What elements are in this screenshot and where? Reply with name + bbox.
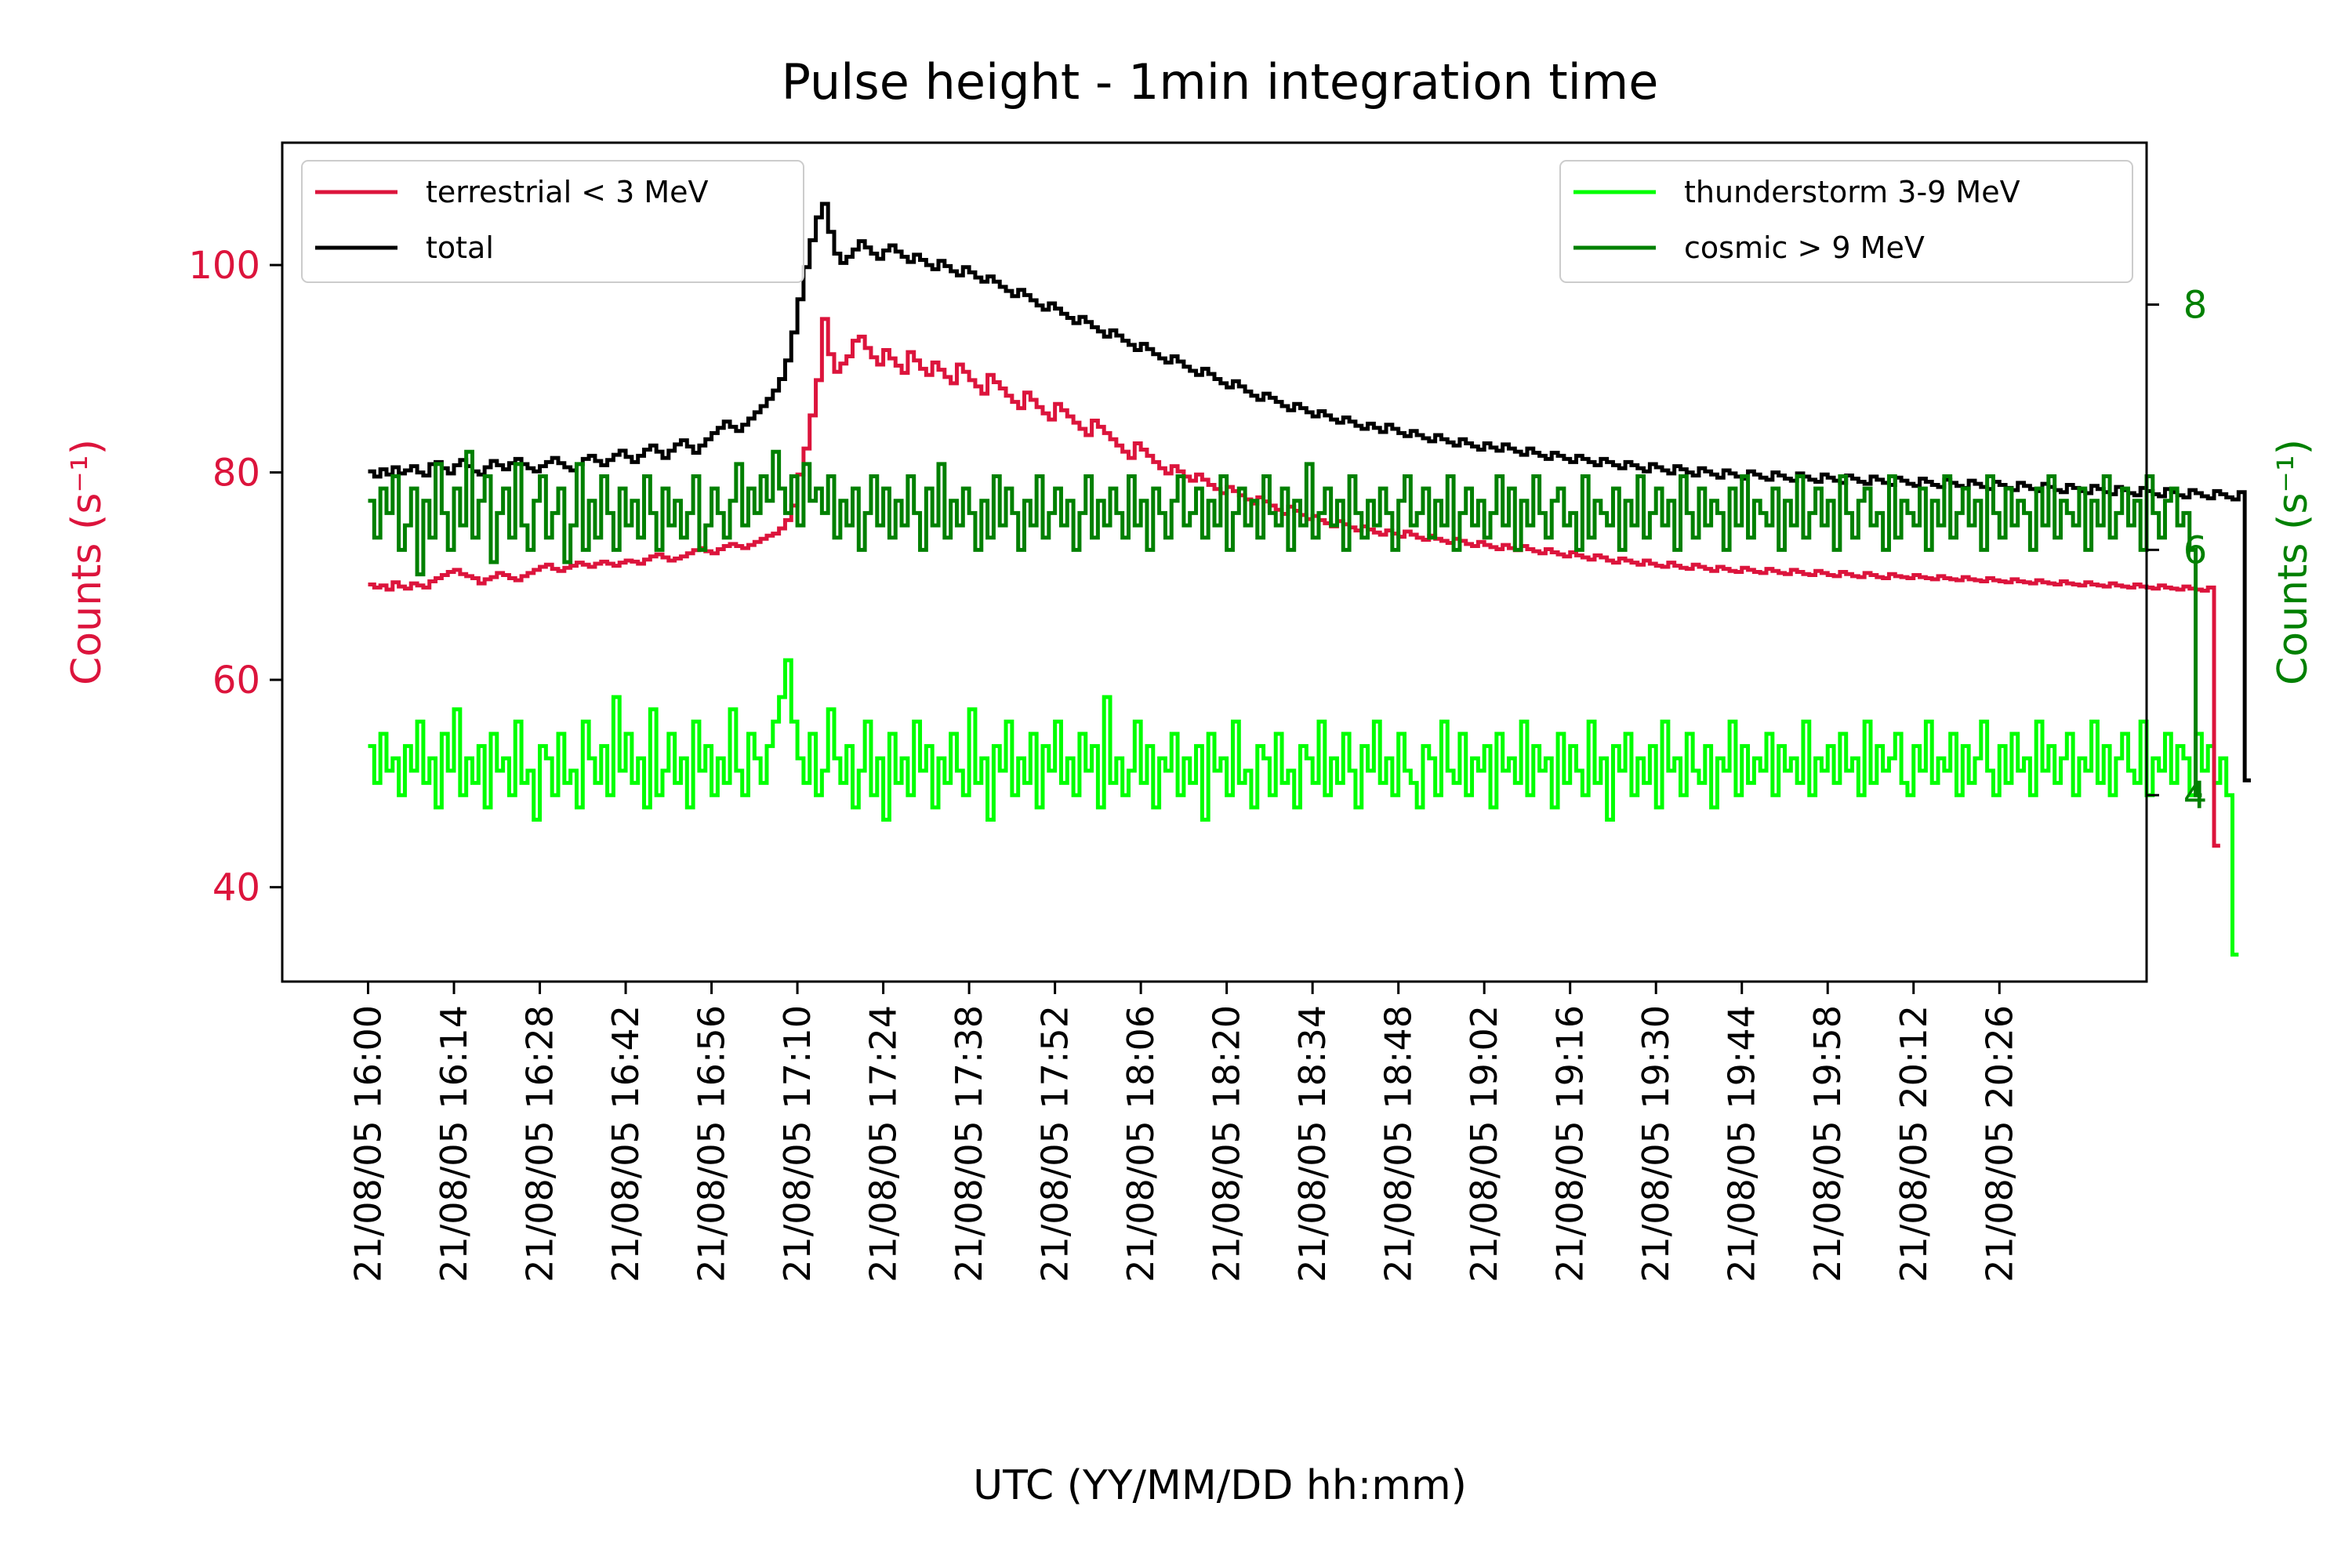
y-left-tick-label: 40: [212, 866, 260, 910]
x-tick-label: 21/08/05 20:26: [1978, 1005, 2020, 1283]
x-tick-label: 21/08/05 18:48: [1377, 1005, 1420, 1283]
y-right-tick-label: 6: [2183, 528, 2208, 572]
x-tick-label: 21/08/05 19:30: [1635, 1005, 1677, 1283]
x-axis-label: UTC (YY/MM/DD hh:mm): [973, 1462, 1467, 1509]
legend-left: terrestrial < 3 MeV total: [301, 160, 804, 283]
legend-right: thunderstorm 3-9 MeV cosmic > 9 MeV: [1559, 160, 2133, 283]
x-tick-label: 21/08/05 16:00: [347, 1005, 390, 1283]
series-line-cosmic: [368, 449, 2202, 797]
legend-left-box: [301, 160, 804, 283]
x-tick-label: 21/08/05 17:10: [776, 1005, 818, 1283]
legend-label-total: total: [426, 230, 494, 265]
x-tick-label: 21/08/05 16:28: [519, 1005, 561, 1283]
x-axis: 21/08/05 16:00 21/08/05 16:14 21/08/05 16:…: [347, 982, 2020, 1283]
x-tick-label: 21/08/05 18:20: [1206, 1005, 1248, 1283]
y-right-tick-label: 4: [2183, 774, 2208, 818]
y-axis-label-left: Counts (s⁻¹): [64, 439, 111, 685]
legend-right-box: [1559, 160, 2133, 283]
x-tick-label: 21/08/05 17:24: [862, 1005, 905, 1283]
plot-frame: [281, 141, 2148, 983]
legend-label-terrestrial: terrestrial < 3 MeV: [426, 175, 709, 209]
legend-label-thunderstorm: thunderstorm 3-9 MeV: [1684, 175, 2020, 209]
y-axis-right: 4 6 8: [2147, 283, 2207, 818]
x-tick-label: 21/08/05 16:14: [433, 1005, 475, 1283]
y-axis-left: 40 60 80 100: [188, 244, 282, 910]
series-line-total: [368, 201, 2251, 782]
series-line-thunderstorm: [368, 658, 2239, 957]
x-tick-label: 21/08/05 18:06: [1120, 1005, 1162, 1283]
y-left-tick-label: 80: [212, 452, 260, 495]
y-left-tick-label: 100: [188, 244, 260, 288]
x-tick-label: 21/08/05 16:42: [604, 1005, 647, 1283]
y-axis-label-right: Counts (s⁻¹): [2270, 439, 2317, 685]
x-tick-label: 21/08/05 17:52: [1034, 1005, 1076, 1283]
x-tick-label: 21/08/05 19:02: [1463, 1005, 1505, 1283]
x-tick-label: 21/08/05 17:38: [948, 1005, 990, 1283]
x-tick-label: 21/08/05 19:16: [1549, 1005, 1592, 1283]
series-layer: [368, 201, 2251, 957]
x-tick-label: 21/08/05 18:34: [1291, 1005, 1334, 1283]
x-tick-label: 21/08/05 16:56: [691, 1005, 733, 1283]
x-tick-label: 21/08/05 19:44: [1721, 1005, 1763, 1283]
legend-label-cosmic: cosmic > 9 MeV: [1684, 230, 1925, 265]
y-left-tick-label: 60: [212, 659, 260, 702]
x-tick-label: 21/08/05 19:58: [1806, 1005, 1849, 1283]
chart-title: Pulse height - 1min integration time: [782, 53, 1659, 111]
x-tick-label: 21/08/05 20:12: [1893, 1005, 1935, 1283]
y-right-tick-label: 8: [2183, 283, 2208, 327]
